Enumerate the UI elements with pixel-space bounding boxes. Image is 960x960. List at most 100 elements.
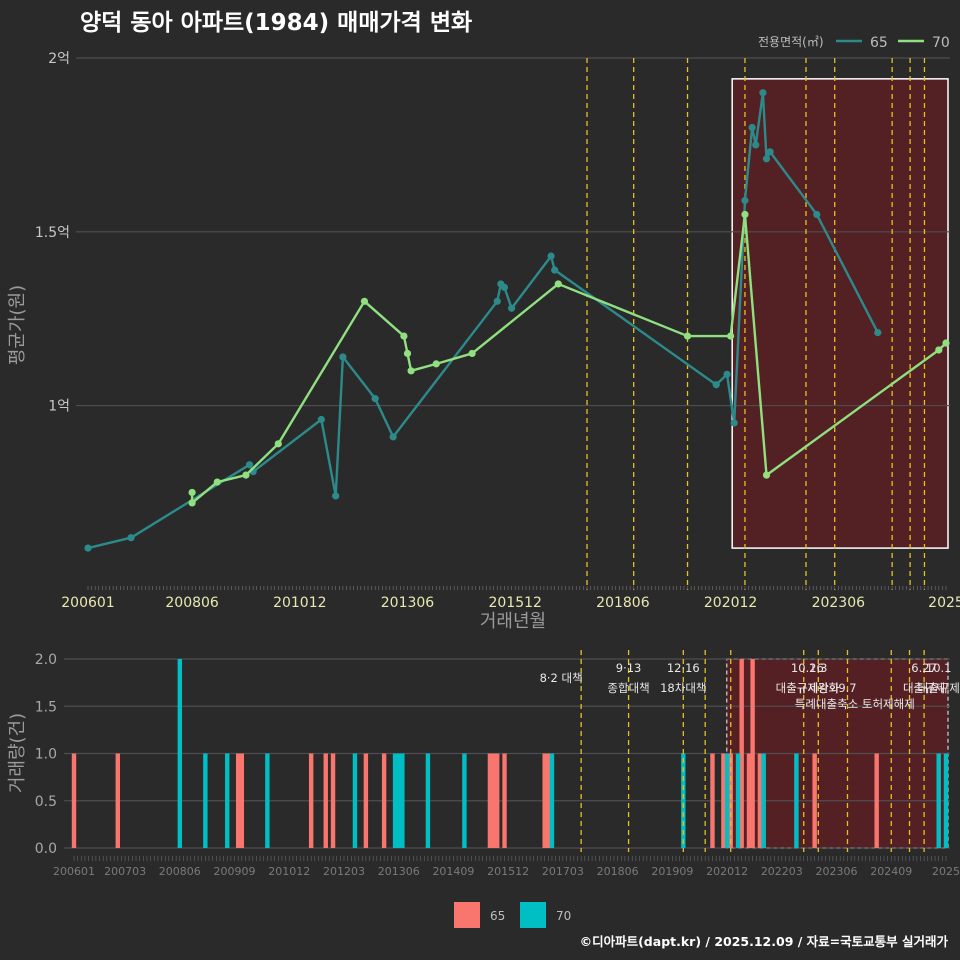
- bottom-y-tick-label: 1.0: [35, 747, 57, 763]
- top-y-tick-label: 2억: [48, 51, 70, 67]
- top-y-tick-label: 1억: [48, 399, 70, 415]
- top-x-tick-label: 201012: [273, 595, 326, 611]
- bar-70: [400, 753, 405, 848]
- series-point-65: [84, 544, 92, 552]
- event-label-bottom: 9.7: [838, 681, 856, 695]
- bottom-y-tick-label: 2.0: [35, 652, 57, 668]
- event-label-bottom: 18차대책: [660, 681, 706, 695]
- event-label-top: 9·13: [616, 661, 642, 675]
- bar-70: [225, 753, 230, 848]
- bottom-x-tick-label: 201306: [378, 865, 420, 878]
- top-x-tick-label: 200601: [61, 595, 114, 611]
- bar-65: [757, 753, 763, 848]
- bottom-x-tick-label: 201409: [432, 865, 474, 878]
- series-point-65: [127, 534, 135, 542]
- series-point-70: [554, 280, 562, 288]
- top-series-layer: [84, 89, 950, 552]
- series-point-65: [874, 328, 882, 337]
- event-label-bottom: 대출규제: [918, 681, 960, 695]
- series-point-65: [762, 155, 771, 163]
- series-point-70: [213, 478, 221, 486]
- event-label-top: 10.26: [791, 661, 824, 675]
- series-point-70: [762, 471, 771, 479]
- bottom-x-tick-label: 201909: [651, 865, 693, 878]
- bottom-y-axis-title: 거래량(건): [7, 713, 28, 793]
- legend-label-65: 65: [870, 35, 888, 51]
- series-point-65: [551, 266, 559, 274]
- bottom-legend-label-70: 70: [556, 909, 571, 923]
- top-legend: 전용면적(㎡) 65 70: [758, 35, 950, 51]
- top-x-tick-label: 202012: [704, 595, 757, 611]
- bottom-x-tick-label: 201806: [597, 865, 639, 878]
- bar-65: [750, 659, 755, 848]
- bottom-policy-lines: [580, 650, 925, 852]
- bar-70: [549, 753, 555, 848]
- series-point-70: [188, 499, 196, 507]
- bottom-y-ticks: 2.0 1.5 1.0 0.5 0.0: [35, 652, 57, 857]
- bottom-legend: 65 70: [454, 902, 571, 928]
- event-label-bottom: 특례대출축소 토허제해제: [795, 697, 915, 711]
- top-x-tick-label: 201512: [488, 595, 541, 611]
- bottom-x-tick-label: 201012: [268, 865, 310, 878]
- series-point-65: [712, 381, 720, 389]
- event-label-top: 1.3: [809, 661, 827, 675]
- series-line-70: [190, 213, 947, 505]
- bar-65: [330, 753, 336, 848]
- series-point-65: [759, 89, 767, 97]
- bar-65: [71, 753, 77, 848]
- bar-70: [761, 753, 766, 848]
- bar-70: [794, 753, 799, 848]
- series-point-70: [935, 346, 943, 354]
- series-point-65: [493, 297, 501, 305]
- event-label-bottom: 대출규제: [903, 681, 945, 695]
- bar-70: [352, 753, 358, 848]
- series-point-70: [741, 210, 749, 219]
- series-point-65: [547, 252, 555, 260]
- series-point-65: [332, 492, 340, 500]
- series-point-70: [683, 332, 692, 340]
- series-point-70: [468, 349, 476, 358]
- bar-65: [542, 753, 547, 848]
- bottom-grid: [64, 658, 950, 849]
- top-x-ticks: 200601 200806 201012 201306 201512 201806 2020…: [61, 586, 960, 611]
- top-x-tick-label: 201806: [596, 595, 650, 611]
- bar-70: [425, 753, 431, 848]
- bar-65: [491, 753, 496, 848]
- bottom-x-tick-label: 201512: [487, 865, 529, 878]
- bottom-bars-layer: [71, 659, 949, 848]
- bottom-x-ticks: 200601 200703 200806 200909 201012 201203 2013…: [53, 856, 960, 878]
- series-point-65: [389, 433, 397, 441]
- bar-65: [874, 753, 879, 848]
- bar-65: [381, 753, 387, 848]
- bar-65: [728, 753, 733, 848]
- bar-65: [487, 753, 493, 848]
- bottom-legend-key-65: [454, 902, 480, 928]
- bottom-x-tick-label: 201703: [542, 865, 584, 878]
- bottom-x-tick-label: 202306: [816, 865, 858, 878]
- bar-65: [495, 753, 500, 848]
- series-point-65: [752, 141, 760, 149]
- bar-65: [721, 753, 726, 848]
- bar-65: [323, 753, 328, 848]
- series-point-65: [508, 304, 516, 312]
- bar-70: [735, 753, 741, 848]
- top-y-ticks: 2억 1.5억 1억: [35, 51, 70, 415]
- bar-70: [681, 753, 686, 848]
- bar-65: [739, 659, 744, 848]
- bottom-legend-key-70: [520, 902, 546, 928]
- bottom-x-tick-label: 202203: [761, 865, 803, 878]
- bottom-y-tick-label: 0.0: [35, 841, 57, 857]
- bar-70: [724, 753, 730, 848]
- series-point-65: [723, 370, 731, 378]
- bottom-annotations: 8·2 대책 9·13 종합대책 12·16 18차대책 10.26 대출규제강화 1.3 규제…: [540, 661, 960, 711]
- series-point-70: [942, 339, 950, 347]
- bar-65: [239, 753, 245, 848]
- series-point-65: [748, 123, 756, 132]
- series-point-65: [317, 415, 325, 424]
- event-label-top: 8·2 대책: [540, 671, 583, 685]
- y-axis-title: 평균가(원): [7, 285, 28, 365]
- bar-70: [936, 753, 941, 848]
- event-label-bottom: 종합대책: [607, 681, 649, 695]
- series-point-65: [339, 353, 347, 361]
- event-label-bottom: 규제완화: [797, 681, 840, 695]
